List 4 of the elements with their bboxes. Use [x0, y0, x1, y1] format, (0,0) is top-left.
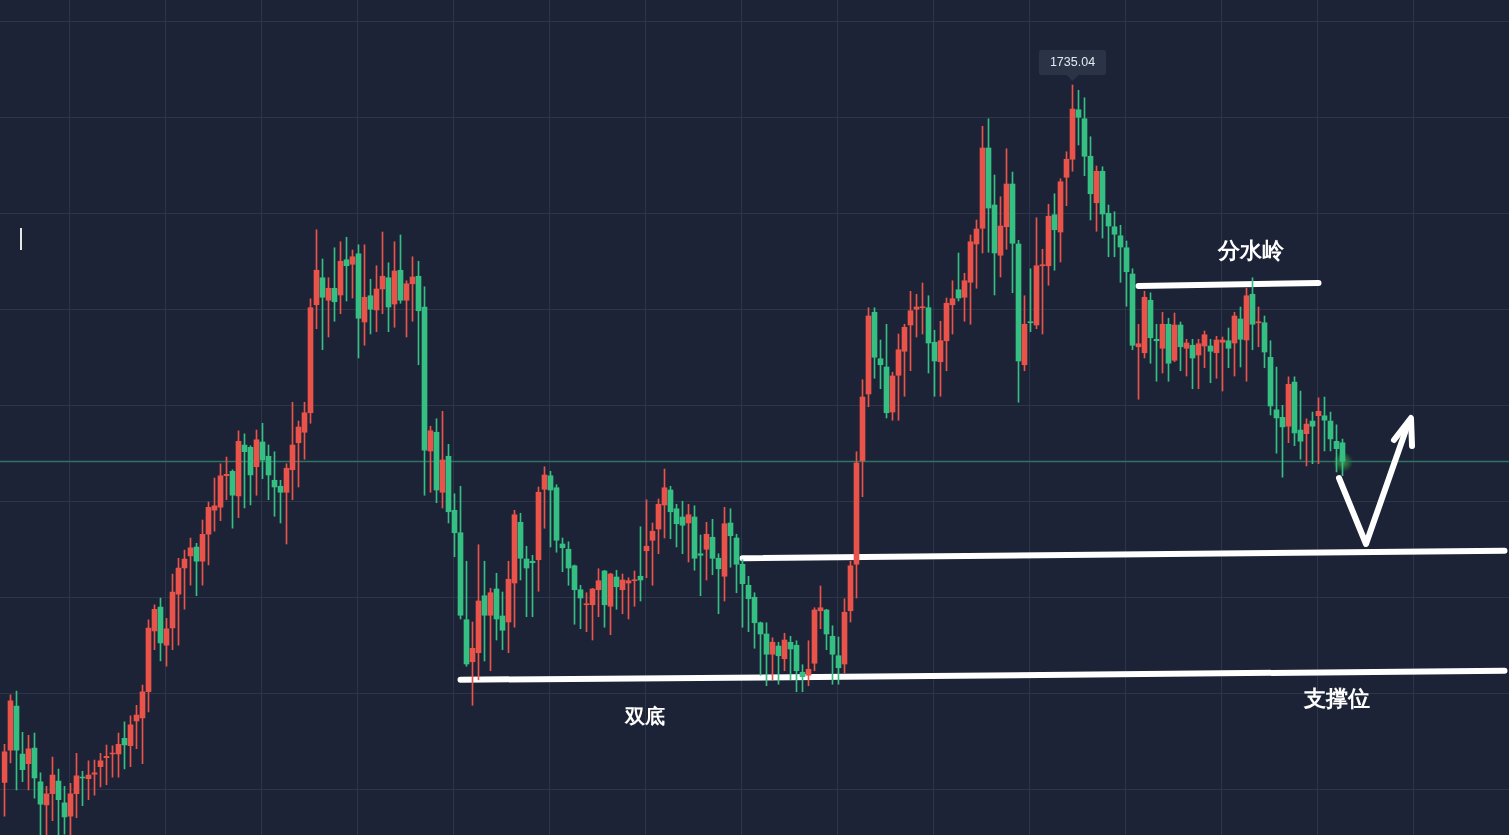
series-label: 分水岭: [1217, 236, 1285, 263]
series-label: 支撑位: [1303, 684, 1371, 711]
annotation: 1735.04: [1049, 54, 1096, 69]
annotation: 双底: [624, 704, 665, 729]
